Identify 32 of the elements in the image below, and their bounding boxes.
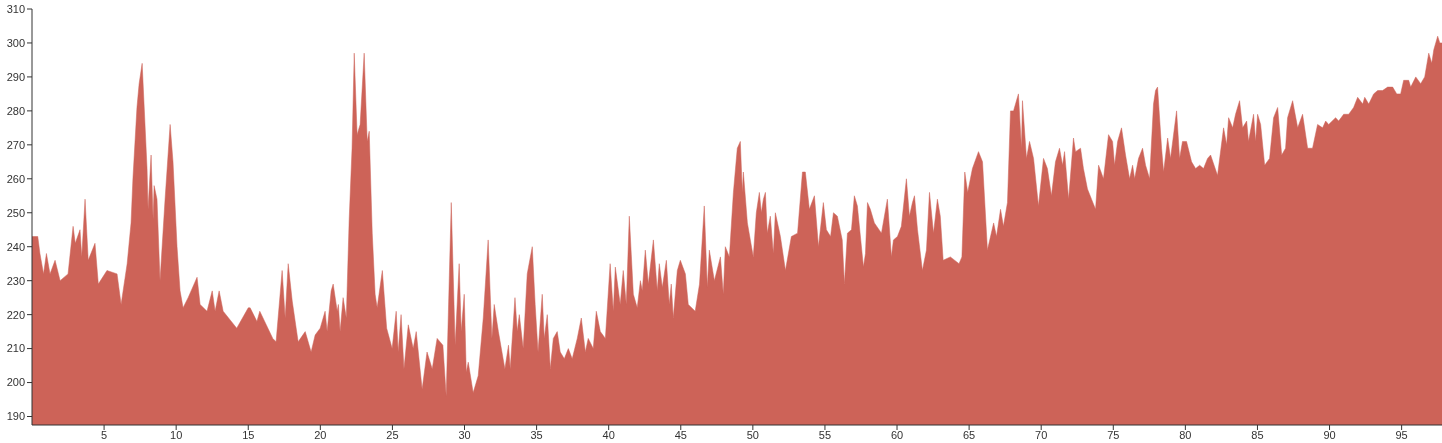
- y-tick-label: 290: [6, 70, 25, 83]
- y-tick-label: 260: [6, 172, 25, 185]
- y-tick-label: 300: [6, 36, 25, 49]
- y-tick-label: 210: [6, 342, 25, 355]
- x-tick-label: 5: [101, 428, 108, 441]
- y-tick-label: 240: [6, 240, 25, 253]
- x-tick-label: 90: [1323, 428, 1336, 441]
- x-tick-label: 65: [962, 428, 976, 441]
- x-tick-label: 75: [1107, 428, 1120, 441]
- x-tick-label: 40: [602, 428, 615, 441]
- x-tick-label: 70: [1035, 428, 1048, 441]
- y-tick-label: 270: [6, 138, 25, 151]
- x-tick-label: 45: [674, 428, 687, 441]
- y-tick-label: 190: [6, 410, 25, 423]
- y-tick-label: 310: [6, 2, 25, 15]
- x-tick-label: 30: [458, 428, 471, 441]
- x-tick-label: 85: [1251, 428, 1264, 441]
- y-tick-label: 250: [6, 206, 25, 219]
- x-tick-label: 15: [242, 428, 255, 441]
- x-tick-label: 10: [170, 428, 183, 441]
- x-tick-label: 95: [1395, 428, 1408, 441]
- y-tick-label: 200: [6, 376, 25, 389]
- y-tick-label: 280: [6, 104, 25, 117]
- x-tick-label: 25: [386, 428, 399, 441]
- x-tick-label: 60: [890, 428, 904, 441]
- y-tick-label: 220: [6, 308, 25, 321]
- x-tick-label: 35: [530, 428, 543, 441]
- x-tick-label: 20: [314, 428, 327, 441]
- y-tick-label: 230: [6, 274, 25, 287]
- x-tick-label: 55: [818, 428, 832, 441]
- x-tick-label: 50: [746, 428, 759, 441]
- x-tick-label: 80: [1179, 428, 1192, 441]
